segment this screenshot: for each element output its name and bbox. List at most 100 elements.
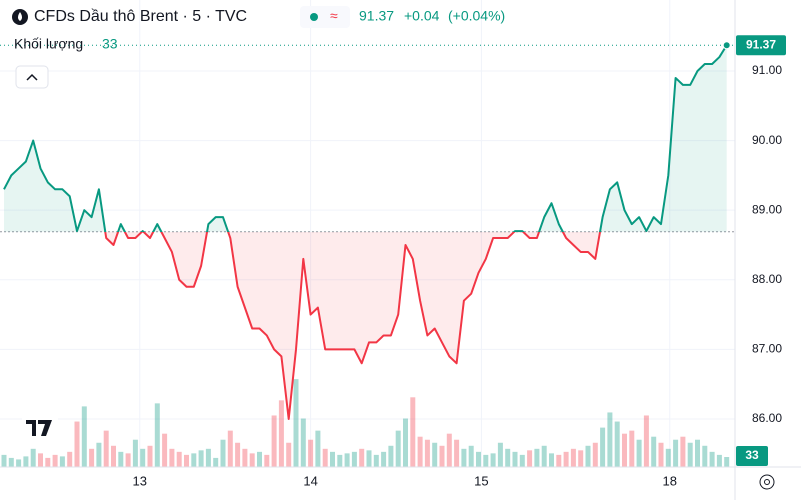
- volume-bar: [424, 439, 430, 467]
- volume-bar: [388, 445, 394, 467]
- volume-bar: [490, 453, 496, 467]
- volume-bar: [505, 448, 511, 467]
- volume-bar: [497, 442, 503, 467]
- volume-bar: [96, 442, 102, 467]
- volume-bar: [519, 454, 525, 467]
- logo-mark: [26, 420, 52, 436]
- volume-bar: [709, 451, 715, 467]
- volume-bar: [410, 397, 416, 467]
- volume-bar: [658, 442, 664, 467]
- volume-bar: [359, 448, 365, 467]
- volume-bar: [257, 451, 262, 467]
- volume-bar: [665, 448, 671, 467]
- status-dot: [310, 13, 318, 21]
- status-pill[interactable]: [300, 6, 350, 28]
- volume-bar: [629, 430, 635, 467]
- settings-button[interactable]: [759, 474, 775, 490]
- volume-bar: [724, 457, 730, 467]
- volume-bar: [403, 418, 408, 467]
- volume-bar: [600, 427, 606, 467]
- y-tick-label: 89.00: [752, 202, 782, 216]
- volume-bar: [716, 454, 722, 467]
- volume-bar: [235, 442, 241, 467]
- volume-bar: [45, 457, 51, 467]
- volume-bar: [249, 453, 255, 467]
- volume-bar: [549, 453, 554, 467]
- volume-bar: [154, 403, 160, 467]
- volume-badge: [736, 446, 768, 466]
- volume-bar: [59, 456, 65, 467]
- volume-bar: [373, 454, 379, 467]
- volume-bar: [563, 451, 569, 467]
- volume-bar: [695, 439, 700, 467]
- volume-bar: [643, 415, 649, 467]
- volume-bar: [607, 412, 613, 467]
- volume-bar: [176, 451, 182, 467]
- volume-bar: [461, 448, 467, 467]
- volume-bar: [140, 448, 146, 467]
- volume-bar: [556, 454, 562, 467]
- volume-bar: [381, 451, 387, 467]
- volume-bar: [23, 456, 29, 467]
- volume-bar: [118, 451, 124, 467]
- volume-bar: [1, 454, 7, 467]
- volume-bar: [680, 436, 686, 467]
- volume-bar: [527, 450, 533, 467]
- collapse-chevron: [26, 73, 38, 81]
- volume-bar: [205, 448, 211, 467]
- volume-bar: [264, 454, 270, 467]
- volume-bar: [454, 439, 460, 467]
- volume-bar: [227, 430, 233, 467]
- x-tick-label: 13: [133, 473, 147, 488]
- volume-bar: [702, 445, 708, 467]
- status-icon: ≈: [330, 8, 338, 24]
- volume-bar: [220, 439, 226, 467]
- collapse-button[interactable]: [15, 65, 49, 89]
- logo[interactable]: [22, 412, 58, 442]
- volume-bar: [103, 430, 109, 467]
- volume-bar: [446, 433, 452, 467]
- volume-bar: [614, 421, 620, 467]
- volume-bar: [570, 448, 576, 467]
- volume-bar: [278, 400, 284, 467]
- volume-bar: [366, 450, 372, 467]
- volume-bar: [337, 454, 343, 467]
- volume-bar: [38, 453, 43, 467]
- volume-bar: [16, 459, 22, 467]
- change-pct: (+0.04%): [448, 8, 505, 24]
- volume-bar: [585, 445, 591, 467]
- volume-bar: [111, 445, 116, 467]
- volume-bar: [184, 454, 189, 467]
- y-tick-label: 88.00: [752, 272, 782, 286]
- price-line: [3, 44, 728, 420]
- volume-bar: [271, 415, 277, 467]
- volume-bar: [622, 433, 627, 467]
- last-price: 91.37: [359, 8, 394, 24]
- volume-bar: [351, 451, 357, 467]
- volume-bar: [52, 454, 58, 467]
- volume-bar: [541, 445, 547, 467]
- volume-bar: [592, 442, 598, 467]
- volume-bar: [293, 379, 299, 467]
- volume-bar: [8, 457, 14, 467]
- chart-title: CFDs Dầu thô Brent · 5 · TVC: [34, 8, 247, 25]
- volume-bar: [162, 433, 168, 467]
- volume-bar: [476, 451, 481, 467]
- y-tick-label: 91.00: [752, 63, 782, 77]
- volume-bar: [395, 430, 401, 467]
- volume-bar: [432, 442, 438, 467]
- volume-bar: [132, 439, 138, 467]
- volume-bar: [483, 454, 489, 467]
- volume-bar: [578, 450, 584, 467]
- volume-bar: [191, 453, 197, 467]
- volume-bar: [439, 445, 445, 467]
- volume-bar: [198, 450, 204, 467]
- volume-label: 33: [745, 448, 759, 462]
- settings-icon: [764, 479, 770, 485]
- last-price-badge: [736, 35, 786, 56]
- volume-bar: [30, 448, 36, 467]
- volume-bar: [322, 448, 328, 467]
- volume-bar: [213, 457, 219, 467]
- change: +0.04: [404, 8, 440, 24]
